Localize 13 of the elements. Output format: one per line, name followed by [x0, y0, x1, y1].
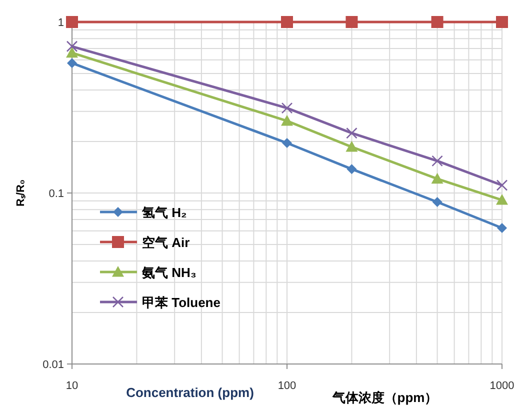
- y-tick-label: 0.01: [42, 359, 64, 371]
- x-axis-title: Concentration (ppm): [126, 385, 254, 400]
- text: 气体浓度（ppm）: [331, 390, 438, 405]
- x-tick-label: 1000: [490, 380, 514, 392]
- x-tick-label: 100: [278, 380, 296, 392]
- x-tick-label: 10: [66, 380, 78, 392]
- y-axis-title: Rₛ/R₀: [15, 180, 27, 206]
- legend-label: 甲苯 Toluene: [142, 295, 220, 310]
- legend-label: 空气 Air: [142, 235, 190, 250]
- y-tick-label: 0.1: [48, 188, 64, 200]
- y-tick-label: 1: [58, 17, 64, 29]
- legend-label: 氨气 NH₃: [141, 265, 196, 280]
- legend-label: 氢气 H₂: [141, 205, 187, 220]
